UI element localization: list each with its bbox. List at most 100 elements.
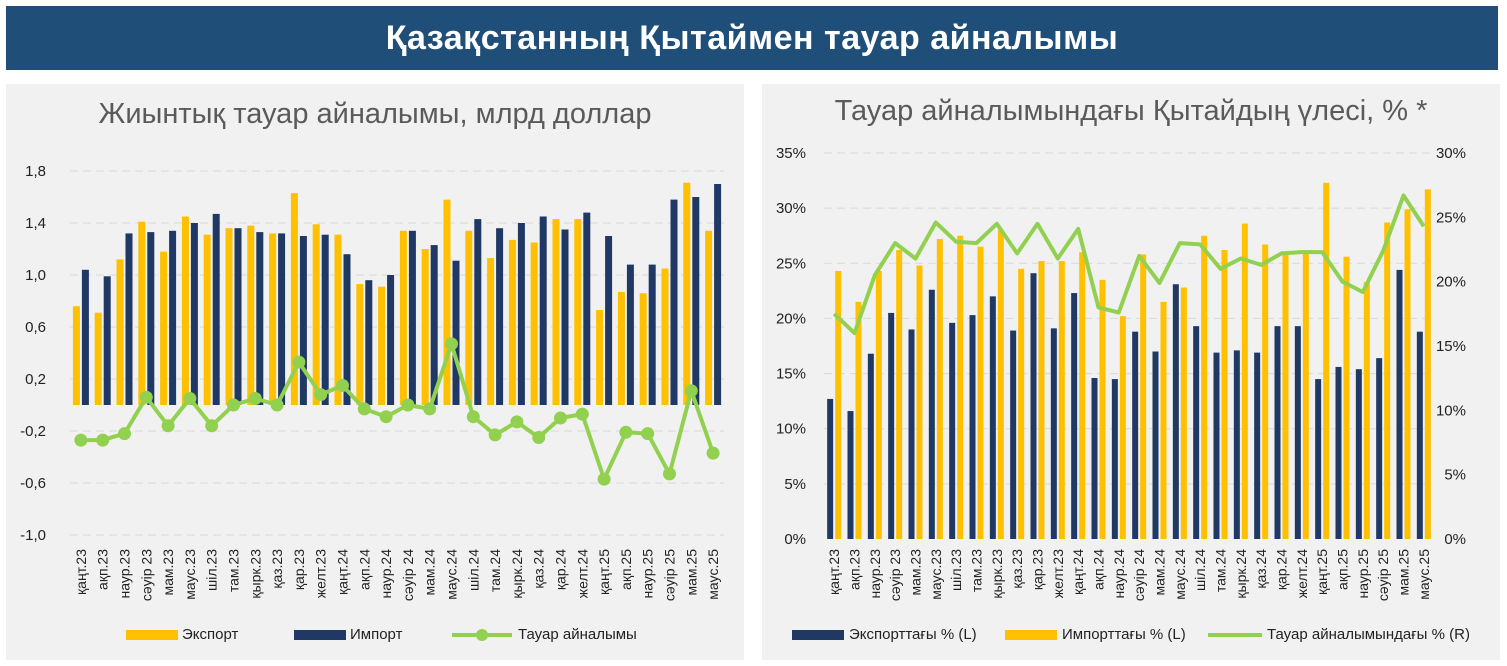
export-share-bar bbox=[1335, 366, 1342, 539]
y-tick-label: -1,0 bbox=[20, 527, 46, 544]
turnover-point bbox=[292, 355, 306, 369]
x-tick-label: ақп.25 bbox=[618, 549, 634, 590]
x-tick-label: сәуір 24 bbox=[1131, 549, 1147, 601]
export-share-bar bbox=[847, 411, 854, 539]
export-bar bbox=[683, 182, 691, 405]
export-share-bar bbox=[827, 398, 834, 539]
import-share-bar bbox=[1018, 268, 1025, 539]
import-bar bbox=[278, 233, 286, 405]
legend-label-export: Экспорт bbox=[182, 626, 238, 643]
x-tick-label: мауc.23 bbox=[928, 549, 944, 600]
y-tick-label: -0,6 bbox=[20, 475, 46, 492]
export-bar bbox=[574, 219, 582, 405]
y-tick-label-left: 25% bbox=[776, 255, 806, 272]
export-share-bar bbox=[1071, 293, 1078, 539]
x-tick-label: сәуір 24 bbox=[400, 549, 416, 601]
turnover-point bbox=[663, 467, 676, 481]
import-bar bbox=[626, 264, 634, 405]
x-tick-label: там.23 bbox=[226, 549, 242, 592]
export-share-bar bbox=[1010, 330, 1017, 539]
import-bar bbox=[81, 269, 89, 405]
x-tick-label: сәуір 23 bbox=[138, 549, 154, 601]
export-bar bbox=[378, 286, 386, 405]
export-share-bar bbox=[1132, 331, 1139, 539]
turnover-point bbox=[619, 425, 633, 439]
x-tick-label: шіл.23 bbox=[204, 549, 220, 591]
turnover-share-line bbox=[832, 193, 1426, 336]
legend-label-turnover-share: Тауар айналымындағы % (R) bbox=[1267, 626, 1470, 643]
x-tick-label: сәуір 25 bbox=[662, 549, 678, 601]
import-share-bar bbox=[1323, 182, 1330, 539]
x-tick-label: шіл.23 bbox=[948, 549, 964, 591]
export-share-bar bbox=[908, 329, 915, 539]
import-share-bar bbox=[1119, 316, 1126, 539]
export-share-bar bbox=[1396, 269, 1403, 539]
x-tick-label: мам.23 bbox=[160, 549, 176, 596]
export-bar bbox=[508, 239, 516, 405]
export-bar bbox=[487, 258, 495, 405]
import-share-bar bbox=[1058, 261, 1065, 539]
x-tick-label: желт.23 bbox=[313, 549, 329, 598]
turnover-point bbox=[118, 427, 131, 441]
x-tick-label: наур.24 bbox=[378, 549, 394, 599]
import-share-bar bbox=[1221, 250, 1228, 539]
export-bar bbox=[465, 230, 473, 405]
x-tick-label: наур.25 bbox=[640, 549, 656, 599]
import-bar bbox=[408, 230, 416, 405]
right-chart-panel: Тауар айналымындағы Қытайдың үлесі, % * 3… bbox=[762, 84, 1500, 660]
turnover-point bbox=[532, 431, 546, 444]
export-bar bbox=[705, 230, 713, 405]
x-tick-label: қырк.24 bbox=[509, 549, 525, 599]
export-bar bbox=[94, 312, 102, 405]
import-share-bar bbox=[1079, 252, 1086, 539]
x-tick-label: мауc.24 bbox=[444, 549, 460, 600]
y-tick-label-right: 10% bbox=[1436, 402, 1466, 419]
y-tick-label-left: 35% bbox=[776, 145, 806, 162]
x-tick-label: ақп.23 bbox=[95, 549, 111, 590]
x-tick-label: там.24 bbox=[487, 549, 503, 592]
turnover-point bbox=[684, 384, 698, 398]
import-share-bar bbox=[916, 265, 923, 539]
import-share-bar bbox=[1343, 256, 1350, 539]
y-tick-label-left: 10% bbox=[776, 421, 806, 438]
x-tick-label: там.24 bbox=[1213, 549, 1229, 592]
turnover-point bbox=[401, 398, 415, 412]
turnover-point bbox=[161, 419, 175, 433]
legend-swatch-export bbox=[126, 630, 178, 640]
import-share-bar bbox=[1180, 287, 1187, 539]
x-tick-label: желт.23 bbox=[1050, 549, 1066, 598]
x-tick-label: наур.23 bbox=[867, 549, 883, 599]
export-bar bbox=[203, 234, 211, 405]
import-bar bbox=[321, 234, 329, 405]
import-bar bbox=[583, 212, 591, 405]
import-share-bar bbox=[1201, 235, 1208, 539]
x-tick-label: қаз.23 bbox=[1009, 549, 1025, 589]
export-bar bbox=[225, 228, 233, 405]
export-share-bar bbox=[1091, 377, 1098, 539]
x-tick-label: қаз.23 bbox=[269, 549, 285, 589]
export-share-bar bbox=[989, 296, 996, 539]
y-tick-label-left: 5% bbox=[784, 476, 806, 493]
import-share-bar bbox=[1424, 189, 1431, 539]
y-tick-label: 1,4 bbox=[25, 215, 46, 232]
import-bar bbox=[714, 184, 722, 405]
x-tick-label: желт.24 bbox=[574, 549, 590, 598]
y-tick-label-left: 0% bbox=[784, 531, 806, 548]
x-tick-label: мауc.25 bbox=[1416, 549, 1432, 600]
turnover-point bbox=[554, 411, 567, 425]
x-tick-label: қар.24 bbox=[1274, 549, 1290, 590]
x-tick-label: мам.24 bbox=[422, 549, 438, 596]
export-bar bbox=[399, 230, 407, 405]
turnover-point bbox=[510, 415, 524, 429]
legend-swatch-export-share bbox=[792, 630, 844, 640]
x-tick-label: мауc.25 bbox=[705, 549, 721, 600]
import-bar bbox=[365, 280, 373, 405]
x-tick-label: ақп.25 bbox=[1335, 549, 1351, 590]
import-share-bar bbox=[1282, 254, 1289, 539]
y-tick-label: -0,2 bbox=[20, 423, 46, 440]
turnover-point bbox=[314, 388, 328, 402]
x-tick-label: ақп.23 bbox=[847, 549, 863, 590]
export-share-bar bbox=[1376, 358, 1383, 539]
export-share-bar bbox=[969, 315, 976, 539]
import-bar bbox=[125, 233, 133, 405]
